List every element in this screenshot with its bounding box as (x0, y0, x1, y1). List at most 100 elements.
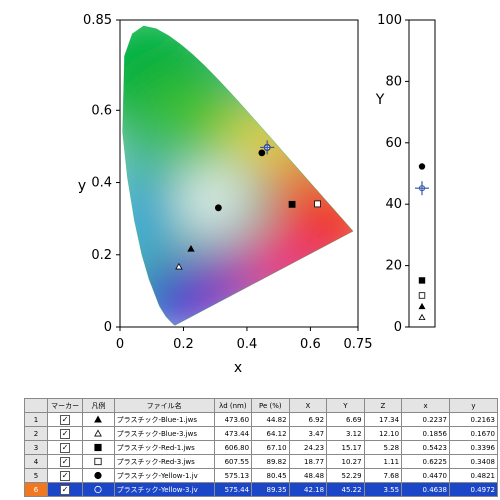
excitation-purity: 67.10 (251, 440, 290, 455)
chromaticity-y: 0.4821 (449, 468, 498, 483)
legend-marker-circle-open (94, 485, 103, 493)
spectral-locus-outline (122, 25, 354, 326)
legend-marker-square-open (94, 457, 103, 465)
show-checkbox[interactable]: ✓ (60, 428, 71, 439)
luminance-tick-label: 80 (385, 74, 402, 89)
y-tick-label: 0.4 (91, 176, 112, 191)
row-number: 2 (24, 426, 48, 441)
data-point-triangle-filled (187, 245, 195, 252)
column-header[interactable]: ファイル名 (113, 398, 215, 413)
dominant-wavelength: 606.80 (213, 440, 253, 455)
chromaticity-y: 0.4972 (449, 482, 498, 497)
tristimulus-Y: 10.27 (326, 454, 365, 469)
tristimulus-X: 18.77 (288, 454, 328, 469)
side-plot-frame (408, 19, 436, 328)
legend-marker-icon (94, 457, 103, 465)
tristimulus-Y: 3.12 (326, 426, 365, 441)
x-tick-label: 0.2 (173, 337, 194, 352)
legend-marker-cell (82, 426, 115, 441)
y-axis-label: y (78, 178, 86, 194)
table-row[interactable]: 1 ✓ プラスチック-Blue-1.jws 473.60 44.82 6.92 6.69 17… (24, 412, 498, 427)
x-tick-label: 0.75 (344, 337, 373, 352)
tristimulus-Z: 17.34 (363, 412, 403, 427)
legend-marker-cell (82, 412, 115, 427)
legend-marker-icon (94, 414, 103, 422)
excitation-purity: 89.35 (251, 482, 290, 497)
show-checkbox[interactable]: ✓ (60, 442, 71, 453)
file-name: プラスチック-Blue-3.jws (113, 426, 215, 441)
column-header[interactable]: Y (326, 398, 365, 413)
excitation-purity: 44.82 (251, 412, 290, 427)
luminance-tick-label: 20 (385, 259, 402, 274)
table-row[interactable]: 2 ✓ プラスチック-Blue-3.jws 473.44 64.12 3.47 3.12 12… (24, 426, 498, 441)
show-checkbox-cell: ✓ (46, 468, 84, 483)
column-header[interactable]: X (288, 398, 328, 413)
chromaticity-x: 0.1856 (401, 426, 451, 441)
column-header[interactable]: Pe (%) (251, 398, 290, 413)
file-name: プラスチック-Red-3.jws (113, 454, 215, 469)
tristimulus-X: 42.18 (288, 482, 328, 497)
legend-marker-icon (94, 443, 103, 451)
tristimulus-Y: 52.29 (326, 468, 365, 483)
table-row[interactable]: 5 ✓ プラスチック-Yellow-1.jv 575.13 80.45 48.48 52.2… (24, 468, 498, 483)
main-data-points (175, 140, 321, 270)
excitation-purity: 64.12 (251, 426, 290, 441)
luminance-point-triangle-open (418, 313, 426, 321)
luminance-y-chart: 0 20 40 60 80 100 Y (375, 13, 436, 335)
table-header-row: マーカー 凡例 ファイル名 λd (nm) Pe (%) X Y Z x y (24, 398, 498, 413)
tristimulus-Z: 5.28 (363, 440, 403, 455)
y-tick-label: 0.2 (91, 248, 112, 263)
show-checkbox[interactable]: ✓ (60, 484, 71, 495)
show-checkbox[interactable]: ✓ (60, 414, 71, 425)
y-tick-label: 0.85 (83, 13, 112, 28)
column-header[interactable]: マーカー (46, 398, 84, 413)
row-number: 1 (24, 412, 48, 427)
legend-marker-icon (94, 428, 103, 436)
legend-marker-circle-filled (94, 471, 103, 479)
side-axis-ticks: 0 20 40 60 80 100 (377, 13, 409, 335)
file-name: プラスチック-Red-1.jws (113, 440, 215, 455)
data-point-triangle-open (175, 262, 183, 270)
column-header[interactable]: Z (363, 398, 403, 413)
excitation-purity: 89.82 (251, 454, 290, 469)
dominant-wavelength: 607.55 (213, 454, 253, 469)
file-name: プラスチック-Yellow-3.jv (113, 482, 215, 497)
results-table: マーカー 凡例 ファイル名 λd (nm) Pe (%) X Y Z x y 1… (24, 398, 498, 497)
table-row[interactable]: 4 ✓ プラスチック-Red-3.jws 607.55 89.82 18.77 10.27 1… (24, 454, 498, 469)
tristimulus-Z: 3.55 (363, 482, 403, 497)
chromaticity-y: 0.2163 (449, 412, 498, 427)
x-tick-label: 0 (116, 337, 124, 352)
table-row[interactable]: 6 ✓ プラスチック-Yellow-3.jv 575.44 89.35 42.18 45.2… (24, 482, 498, 497)
tristimulus-X: 3.47 (288, 426, 328, 441)
file-name: プラスチック-Yellow-1.jv (113, 468, 215, 483)
column-header[interactable] (24, 398, 48, 413)
show-checkbox[interactable]: ✓ (60, 470, 71, 481)
column-header[interactable]: λd (nm) (213, 398, 253, 413)
legend-marker-square-filled (94, 443, 103, 451)
luminance-tick-label: 100 (377, 13, 402, 28)
column-header[interactable]: y (449, 398, 498, 413)
luminance-tick-label: 40 (385, 197, 402, 212)
tristimulus-Y: 45.22 (326, 482, 365, 497)
dominant-wavelength: 473.60 (213, 412, 253, 427)
cie-xy-chart: 0 0.2 0.4 0.6 0.75 0 0.2 0.4 0.6 0.85 x y (78, 13, 373, 376)
side-data-points (415, 163, 429, 321)
tristimulus-X: 6.92 (288, 412, 328, 427)
y-tick-label: 0 (104, 320, 112, 335)
data-point-square-open (314, 200, 321, 208)
column-header[interactable]: 凡例 (82, 398, 115, 413)
data-point-square-filled (288, 200, 296, 208)
show-checkbox-cell: ✓ (46, 482, 84, 497)
dominant-wavelength: 473.44 (213, 426, 253, 441)
table-row[interactable]: 3 ✓ プラスチック-Red-1.jws 606.80 67.10 24.23 15.17 5… (24, 440, 498, 455)
chromaticity-x: 0.5423 (401, 440, 451, 455)
x-tick-label: 0.6 (300, 337, 321, 352)
show-checkbox-cell: ✓ (46, 454, 84, 469)
excitation-purity: 80.45 (251, 468, 290, 483)
show-checkbox[interactable]: ✓ (60, 456, 71, 467)
chromaticity-x: 0.4470 (401, 468, 451, 483)
tristimulus-Y: 6.69 (326, 412, 365, 427)
column-header[interactable]: x (401, 398, 451, 413)
chromaticity-x: 0.2237 (401, 412, 451, 427)
